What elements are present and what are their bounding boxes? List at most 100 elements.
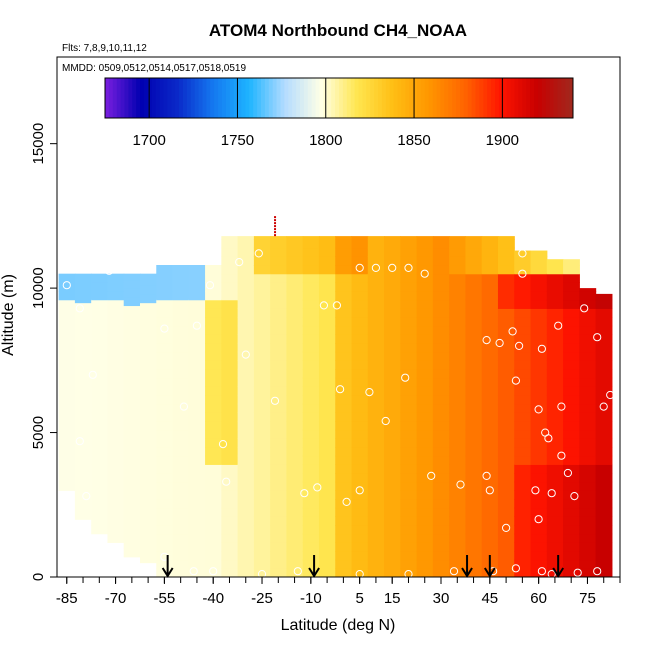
colorbar-segment (124, 78, 129, 118)
colorbar-segment (190, 78, 196, 118)
heat-cell (91, 499, 109, 509)
heat-cell (107, 516, 125, 526)
heat-cell (91, 299, 109, 309)
heat-cell (221, 377, 239, 387)
colorbar-segment (506, 78, 512, 118)
heat-cell (286, 525, 304, 535)
heat-cell (546, 282, 564, 292)
heat-cell (335, 525, 353, 535)
colorbar-segment (311, 78, 317, 118)
heat-cell (530, 265, 548, 275)
heat-cell (253, 507, 271, 517)
heat-cell (74, 363, 92, 373)
heat-cell (237, 308, 255, 318)
heat-cell (302, 247, 320, 257)
heat-cell (221, 559, 239, 569)
flights-label: Flts: 7,8,9,10,11,12 (62, 43, 147, 54)
heat-cell (530, 360, 548, 370)
heat-cell (351, 464, 369, 474)
heat-cell (74, 337, 92, 347)
heat-cell (367, 490, 385, 500)
heat-cell (123, 426, 141, 437)
heat-cell (302, 334, 320, 344)
heat-cell (530, 499, 548, 509)
heat-cell (481, 542, 499, 552)
colorbar-tick-label: 1800 (309, 132, 342, 149)
heat-cell (465, 256, 483, 266)
heat-cell (123, 522, 141, 532)
heat-cell (335, 236, 353, 240)
sample-point (482, 336, 491, 345)
heat-cell (367, 455, 385, 465)
heat-cell (481, 447, 499, 457)
heat-cell (123, 366, 141, 376)
heat-cell (416, 236, 434, 240)
heat-cell (302, 351, 320, 361)
heat-cell (546, 317, 564, 327)
heat-cell (253, 395, 271, 405)
heat-cell (74, 328, 92, 338)
heat-cell (286, 455, 304, 465)
heat-cell (253, 559, 271, 569)
heat-cell (286, 256, 304, 266)
heat-cell (237, 273, 255, 283)
heat-cell (563, 559, 580, 569)
flight-arrow (308, 555, 320, 578)
heat-cell (91, 360, 109, 370)
heat-cell (74, 380, 92, 390)
heat-cell (481, 317, 499, 327)
heat-cell (449, 455, 467, 465)
heat-cell (335, 308, 353, 318)
heat-cell (400, 490, 418, 500)
heat-cell (139, 553, 157, 564)
heat-cell (432, 265, 450, 275)
heat-cell (449, 464, 467, 474)
heat-cell (270, 265, 288, 275)
heat-cell (514, 455, 532, 465)
colorbar-segment (229, 78, 235, 118)
heat-cell (286, 247, 304, 257)
heat-cell (123, 504, 141, 515)
heat-cell (530, 473, 548, 483)
heat-cell (367, 464, 385, 474)
heat-cell (351, 273, 369, 283)
heat-cell (221, 334, 239, 344)
heat-cell (156, 429, 174, 439)
heat-cell (449, 403, 467, 413)
heat-cell (188, 551, 206, 561)
heat-cell (563, 317, 580, 327)
heat-cell (205, 421, 222, 431)
chart-title: ATOM4 Northbound CH4_NOAA (209, 21, 467, 40)
heat-cell (432, 239, 450, 249)
heat-cell (91, 291, 109, 301)
heat-cell (286, 421, 304, 431)
heat-cell (156, 438, 174, 448)
heat-cell (514, 299, 532, 309)
heat-cell (514, 481, 532, 491)
heat-cell (595, 481, 613, 491)
heat-cell (384, 291, 401, 301)
heat-cell (107, 282, 125, 292)
heat-cell (318, 247, 336, 257)
heat-cell (335, 360, 353, 370)
heat-cell (302, 481, 320, 491)
heat-cell (302, 395, 320, 405)
heat-cell (221, 299, 239, 309)
heat-cell (563, 481, 580, 491)
colorbar-segment (288, 78, 293, 118)
heat-cell (595, 438, 613, 448)
colorbar-segment (108, 78, 114, 118)
heat-cell (270, 282, 288, 292)
heat-cell (221, 360, 239, 370)
sample-point (508, 327, 517, 336)
heat-cell (74, 285, 92, 295)
heat-cell (351, 317, 369, 327)
heat-cell (481, 239, 499, 249)
heat-cell (563, 568, 580, 577)
heat-cell (530, 421, 548, 431)
heat-cell (237, 447, 255, 457)
heat-cell (367, 265, 385, 275)
sample-point (554, 321, 563, 330)
colorbar-segment (339, 78, 344, 118)
heat-cell (286, 236, 304, 240)
